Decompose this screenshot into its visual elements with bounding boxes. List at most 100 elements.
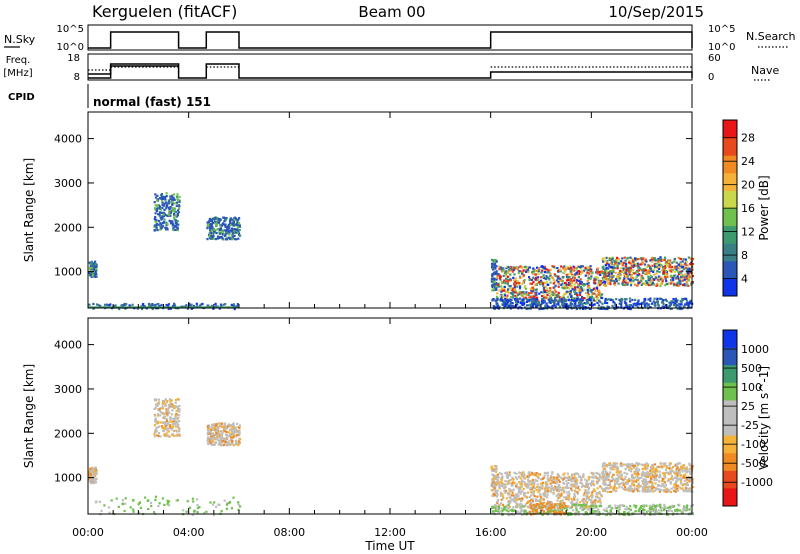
- velocity-cell: [514, 495, 517, 498]
- velocity-cell: [613, 465, 616, 469]
- power-cell: [549, 281, 552, 284]
- power-cell: [599, 292, 602, 295]
- velocity-cell: [207, 442, 210, 446]
- power-cell: [567, 282, 571, 285]
- power-cell: [552, 282, 555, 285]
- power-cell: [160, 218, 163, 221]
- power-cell: [658, 259, 661, 262]
- velocity-cell: [588, 511, 592, 514]
- velocity-cell: [655, 510, 659, 514]
- velocity-cell: [533, 495, 536, 498]
- power-cell: [499, 278, 502, 281]
- velocity-cell: [538, 489, 541, 492]
- power-cell: [637, 269, 640, 272]
- velocity-cell: [676, 462, 679, 465]
- power-cell: [221, 230, 224, 233]
- power-cell: [605, 271, 608, 274]
- velocity-cell: [491, 478, 494, 481]
- velocity-cell: [590, 493, 593, 496]
- power-cell: [157, 219, 161, 223]
- power-cell: [557, 275, 560, 278]
- power-cell: [212, 237, 215, 240]
- power-cell: [523, 293, 526, 296]
- power-cell: [661, 279, 664, 282]
- velocity-cell: [692, 486, 695, 489]
- velocity-cell: [170, 399, 173, 402]
- power-cell: [624, 279, 628, 282]
- velocity-cell: [215, 423, 218, 426]
- velocity-cell: [678, 472, 681, 475]
- power-cell: [624, 280, 627, 284]
- velocity-cell: [686, 508, 689, 511]
- power-cell: [588, 272, 591, 275]
- power-cell: [513, 273, 516, 276]
- nave-tick-top: 60: [708, 53, 721, 64]
- velocity-cell: [657, 504, 660, 508]
- power-cell: [513, 283, 516, 286]
- velocity-cell: [493, 469, 496, 472]
- velocity-cell: [521, 513, 524, 516]
- velocity-cell: [592, 476, 595, 479]
- power-cell: [641, 302, 644, 305]
- velocity-cell: [516, 511, 519, 514]
- velocity-cell: [88, 480, 91, 483]
- velocity-cell: [674, 463, 677, 466]
- power-cell: [573, 304, 576, 307]
- velocity-cell: [90, 482, 93, 485]
- velocity-cell: [580, 476, 583, 479]
- velocity-cell: [682, 508, 685, 511]
- power-cell: [673, 304, 676, 307]
- velocity-cell: [567, 477, 570, 480]
- power-cell: [171, 209, 174, 212]
- power-cell: [631, 269, 635, 272]
- velocity-cell: [503, 483, 506, 486]
- velocity-cell: [681, 484, 684, 487]
- velocity-cell: [229, 435, 232, 438]
- velocity-cell: [569, 478, 572, 482]
- power-cell: [633, 272, 636, 275]
- power-cell: [522, 269, 525, 272]
- power-cell: [171, 203, 174, 207]
- power-cell: [165, 192, 168, 195]
- velocity-cell: [649, 513, 652, 516]
- power-cell: [624, 268, 627, 271]
- power-cell: [586, 279, 589, 282]
- velocity-cell: [496, 500, 499, 503]
- power-cell: [153, 229, 156, 232]
- power-cell: [177, 223, 180, 226]
- velocity-cell: [212, 428, 215, 431]
- power-cell: [690, 261, 693, 264]
- power-cell: [161, 216, 164, 219]
- power-cell: [650, 269, 653, 272]
- power-cell: [153, 207, 157, 210]
- velocity-cell: [498, 484, 501, 488]
- velocity-cell: [229, 433, 232, 436]
- velocity-cell: [163, 422, 166, 426]
- velocity-cell: [629, 505, 632, 508]
- velocity-cell: [508, 471, 511, 474]
- velocity-cell: [573, 489, 576, 492]
- power-cell: [200, 303, 203, 306]
- power-cell: [570, 278, 573, 281]
- velocity-cell: [531, 498, 534, 501]
- power-cell: [650, 280, 653, 283]
- power-cell: [173, 218, 176, 221]
- velocity-cell: [555, 494, 558, 497]
- velocity-cell: [563, 476, 566, 479]
- power-cell: [572, 279, 576, 282]
- power-cell: [528, 276, 531, 279]
- velocity-cell: [233, 426, 236, 429]
- velocity-cell: [629, 470, 633, 473]
- power-cell: [92, 274, 95, 277]
- power-cell: [573, 266, 576, 269]
- velocity-cell: [226, 443, 229, 446]
- power-cell: [609, 281, 612, 284]
- velocity-cell: [641, 474, 644, 477]
- velocity-cell: [608, 487, 611, 490]
- velocity-cell: [596, 472, 599, 475]
- power-cell: [165, 207, 168, 210]
- power-cell: [553, 266, 557, 270]
- velocity-cell: [524, 504, 527, 507]
- power-cell: [550, 294, 553, 297]
- velocity-cell: [174, 425, 177, 428]
